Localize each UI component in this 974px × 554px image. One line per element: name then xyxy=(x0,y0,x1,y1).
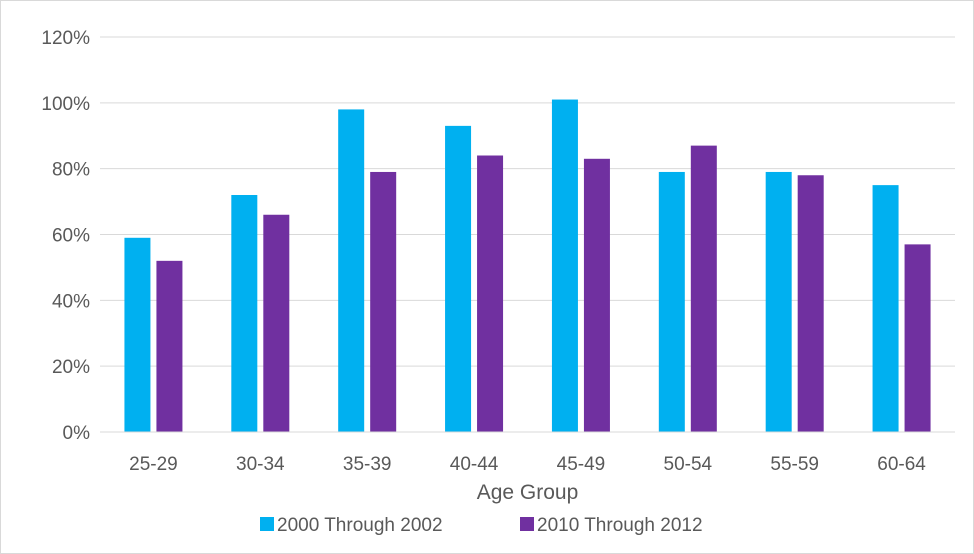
bar-2-55-59 xyxy=(797,175,824,432)
bar-1-30-34 xyxy=(231,195,258,432)
y-tick-label: 60% xyxy=(52,226,90,247)
bar-1-60-64 xyxy=(872,185,899,432)
bar-2-60-64 xyxy=(904,244,931,432)
bar-1-45-49 xyxy=(551,99,578,433)
x-tick-label: 30-34 xyxy=(236,454,285,475)
y-tick-label: 0% xyxy=(63,423,91,444)
bar-1-40-44 xyxy=(445,125,472,432)
legend: 2000 Through 2002 2010 Through 2012 xyxy=(260,515,703,536)
x-axis-tick-labels: 25-29 30-34 35-39 40-44 45-49 50-54 55-59 60-64 xyxy=(129,454,926,475)
y-tick-label: 120% xyxy=(41,28,90,49)
x-tick-label: 45-49 xyxy=(557,454,606,475)
y-tick-label: 40% xyxy=(52,291,90,312)
bar-2-45-49 xyxy=(583,158,610,432)
legend-label: 2000 Through 2002 xyxy=(277,515,443,536)
y-tick-label: 80% xyxy=(52,160,90,181)
bar-2-30-34 xyxy=(263,214,290,432)
bar-2-35-39 xyxy=(370,171,397,433)
y-tick-label: 20% xyxy=(52,357,90,378)
legend-swatch xyxy=(520,517,534,531)
bar-2-50-54 xyxy=(690,145,717,432)
bar-2-40-44 xyxy=(477,155,504,432)
x-tick-label: 50-54 xyxy=(664,454,713,475)
y-axis-tick-labels: 0% 20% 40% 60% 80% 100% 120% xyxy=(41,28,90,444)
bar-1-35-39 xyxy=(338,109,365,433)
x-tick-label: 60-64 xyxy=(877,454,926,475)
y-tick-label: 100% xyxy=(41,94,90,115)
bar-1-50-54 xyxy=(658,171,685,433)
x-tick-label: 35-39 xyxy=(343,454,392,475)
bar-1-55-59 xyxy=(765,171,792,433)
x-axis-title: Age Group xyxy=(477,481,579,504)
x-tick-label: 40-44 xyxy=(450,454,499,475)
x-tick-label: 55-59 xyxy=(770,454,819,475)
bars xyxy=(124,99,931,433)
x-tick-label: 25-29 xyxy=(129,454,178,475)
legend-label: 2010 Through 2012 xyxy=(537,515,703,536)
legend-swatch xyxy=(260,517,274,531)
bar-2-25-29 xyxy=(156,260,183,432)
gridlines xyxy=(100,36,955,367)
bar-1-25-29 xyxy=(124,237,151,432)
